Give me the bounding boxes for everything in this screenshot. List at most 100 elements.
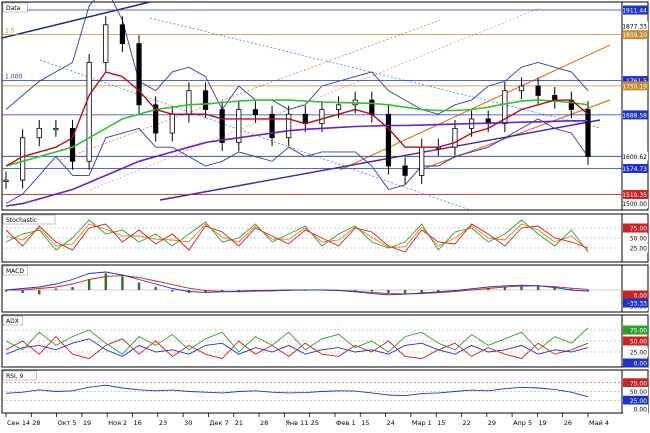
fib-label-1: 1.5 xyxy=(5,28,15,35)
adx-green-line xyxy=(5,327,589,355)
adx-axis-label-bg-4 xyxy=(623,358,648,368)
macd-histogram-bar-7 xyxy=(104,273,107,290)
adx-title-box xyxy=(2,315,24,326)
price-bar-body-26 xyxy=(419,146,425,176)
macd-histogram-bar-25 xyxy=(403,290,407,295)
stoch-axis-label-bg-1 xyxy=(623,223,648,233)
price-bar-body-4 xyxy=(53,127,59,131)
adx-axis-label-bg-1 xyxy=(623,325,648,335)
stoch-orange-line xyxy=(5,223,589,251)
price-axis-label-8: 1574.73 xyxy=(622,166,647,173)
x-tick-label-23: 26 xyxy=(564,419,572,427)
price-bar-body-11 xyxy=(169,113,175,134)
price-bar-body-20 xyxy=(319,109,325,125)
bollinger-upper-line xyxy=(5,0,589,115)
price-bar-body-7 xyxy=(103,24,109,63)
macd-histogram-bar-34 xyxy=(553,287,556,290)
price-bar-body-6 xyxy=(86,62,92,162)
price-bar-body-31 xyxy=(502,90,508,125)
x-tick-label-20: 29 xyxy=(488,419,496,427)
fib-label-2: 1.000 xyxy=(5,74,22,81)
rsi-axis-label-bg-3 xyxy=(623,395,648,405)
price-bar-body-33 xyxy=(535,85,541,96)
price-axis-label-5: 1750.19 xyxy=(622,83,647,90)
x-tick-label-1: Сен 14 xyxy=(7,419,30,427)
stoch-red-line xyxy=(5,223,589,253)
macd-axis-label-bg-3 xyxy=(623,298,648,308)
price-bar-body-21 xyxy=(335,104,342,110)
macd-histogram-bar-27 xyxy=(437,290,440,293)
x-tick-label-8: 30 xyxy=(184,419,192,427)
price-bar-body-5 xyxy=(69,127,76,162)
adx-axis-label-bg-2 xyxy=(623,336,648,346)
price-axis-label-6: 1688.58 xyxy=(622,112,647,119)
stoch-title-box xyxy=(2,214,56,225)
macd-axis-label-3: -33.33 xyxy=(628,301,648,308)
x-tick-label-11: 28 xyxy=(260,419,268,427)
x-tick-label-22: 19 xyxy=(538,419,546,427)
x-tick-label-17: Мар 1 xyxy=(412,419,432,427)
macd-title: MACD xyxy=(6,268,24,275)
chart-labels: Data Stochastic MACD ADX RSI, 9 1.5 1.000 1911.… xyxy=(2,2,648,414)
macd-histogram-bar-23 xyxy=(370,290,374,292)
adx-axis-label-4: 0.00 xyxy=(634,361,648,368)
stoch-axis-label-bg-2 xyxy=(623,233,648,243)
macd-histogram-bar-10 xyxy=(154,287,157,290)
trend-line-1 xyxy=(1,1,151,39)
price-bar-body-14 xyxy=(219,109,225,143)
price-axis-label-bg-1 xyxy=(623,5,648,15)
rsi-axis-label-bg-4 xyxy=(623,404,648,414)
price-axis-label-bg-2 xyxy=(623,21,648,31)
price-axis-label-bg-5 xyxy=(623,81,648,91)
price-axis-label-bg-8 xyxy=(623,163,648,173)
trend-line-2 xyxy=(149,17,601,129)
macd-title-box xyxy=(2,265,28,276)
price-bar-body-32 xyxy=(518,85,525,92)
price-axis-label-1: 1911.44 xyxy=(622,8,647,15)
price-axis-label-10: 1500.00 xyxy=(622,201,647,208)
x-tick-label-6: 16 xyxy=(134,419,142,427)
macd-histogram-bar-3 xyxy=(38,290,41,295)
stoch-axis-label-1: 75.00 xyxy=(630,226,647,233)
macd-frame xyxy=(1,264,623,313)
x-axis: Сен 14 28 Окт 5 19 Ноя 2 16 23 30 Дек 7 21 28 Янв 1… xyxy=(2,412,622,427)
macd-histogram-bar-35 xyxy=(570,288,573,290)
price-axis-label-bg-9 xyxy=(623,190,648,200)
adx-axis-label-2: 50.00 xyxy=(630,339,647,346)
macd-histogram-bar-11 xyxy=(171,290,174,292)
moving-average-red-line xyxy=(5,71,589,167)
adx-axis-label-3: 25.00 xyxy=(630,350,647,357)
price-axis-label-9: 1519.35 xyxy=(622,192,647,199)
macd-histogram-bar-26 xyxy=(420,290,423,294)
price-bar-body-16 xyxy=(252,109,259,115)
x-tick-label-7: 23 xyxy=(159,419,167,427)
macd-histogram-bar-1 xyxy=(4,290,8,292)
chart-marks xyxy=(3,0,591,398)
rsi-axis-label-4: 0.00 xyxy=(634,407,648,414)
macd-line xyxy=(5,271,589,296)
price-axis-label-bg-10 xyxy=(623,199,648,209)
x-tick-label-12: Янв 11 xyxy=(285,419,308,427)
x-tick-label-18: 15 xyxy=(437,419,445,427)
rsi-line xyxy=(5,384,589,398)
rsi-axis-label-bg-2 xyxy=(623,387,648,396)
macd-histogram-bar-8 xyxy=(121,276,124,290)
bollinger-lower-line xyxy=(5,118,589,204)
price-bar-body-9 xyxy=(136,43,142,106)
macd-histogram-bar-6 xyxy=(87,279,91,290)
price-bar-body-36 xyxy=(585,109,591,157)
stoch-title: Stochastic xyxy=(6,217,37,224)
adx-axis-label-1: 75.00 xyxy=(630,328,647,335)
price-bar-body-28 xyxy=(452,127,458,148)
price-bar-body-3 xyxy=(36,127,42,139)
rsi-axis-label-bg-1 xyxy=(623,378,648,388)
price-bar-body-23 xyxy=(369,99,375,115)
x-tick-label-13: 25 xyxy=(311,419,319,427)
x-tick-label-10: 21 xyxy=(235,419,243,427)
macd-histogram-bar-4 xyxy=(54,288,58,290)
price-frame xyxy=(1,1,623,211)
rsi-title-box xyxy=(2,370,37,381)
macd-histogram-bar-33 xyxy=(536,285,540,290)
moving-average-purple-line xyxy=(5,120,588,207)
